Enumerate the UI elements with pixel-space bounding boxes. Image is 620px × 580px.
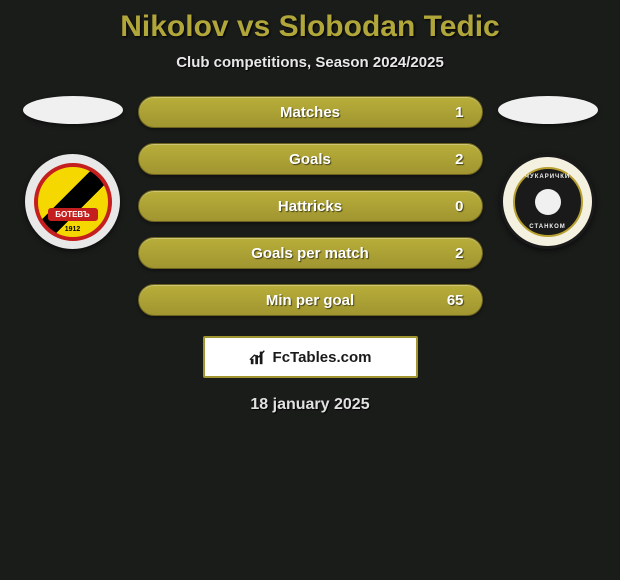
stat-row-gpm: Goals per match 2 xyxy=(138,237,483,269)
left-flag-oval xyxy=(23,96,123,124)
left-column: БОТЕВЪ 1912 xyxy=(18,96,128,249)
stat-value: 1 xyxy=(434,104,464,121)
left-badge-inner: БОТЕВЪ 1912 xyxy=(34,163,112,241)
stat-value: 65 xyxy=(434,292,464,309)
stat-label: Matches xyxy=(157,104,464,121)
right-flag-oval xyxy=(498,96,598,124)
stat-value: 2 xyxy=(434,245,464,262)
stat-value: 2 xyxy=(434,151,464,168)
comparison-card: Nikolov vs Slobodan Tedic Club competiti… xyxy=(0,0,620,414)
stat-label: Goals per match xyxy=(157,245,464,262)
right-club-text-top: ЧУКАРИЧКИ xyxy=(525,174,570,180)
stat-row-goals: Goals 2 xyxy=(138,143,483,175)
right-club-badge: ЧУКАРИЧКИ СТАНКОМ xyxy=(500,154,595,249)
stat-value: 0 xyxy=(434,198,464,215)
brand-box[interactable]: FcTables.com xyxy=(203,336,418,378)
chart-icon xyxy=(249,348,267,366)
date-text: 18 january 2025 xyxy=(0,396,620,414)
stat-label: Goals xyxy=(157,151,464,168)
stat-row-hattricks: Hattricks 0 xyxy=(138,190,483,222)
left-club-year: 1912 xyxy=(65,226,81,233)
right-column: ЧУКАРИЧКИ СТАНКОМ xyxy=(493,96,603,249)
brand-text: FcTables.com xyxy=(273,349,372,366)
stat-row-matches: Matches 1 xyxy=(138,96,483,128)
stat-label: Hattricks xyxy=(157,198,464,215)
right-badge-inner: ЧУКАРИЧКИ СТАНКОМ xyxy=(513,167,583,237)
stat-row-mpg: Min per goal 65 xyxy=(138,284,483,316)
stats-column: Matches 1 Goals 2 Hattricks 0 Goals per … xyxy=(138,96,483,316)
right-club-text-bottom: СТАНКОМ xyxy=(529,224,565,230)
subtitle: Club competitions, Season 2024/2025 xyxy=(0,54,620,71)
left-club-badge: БОТЕВЪ 1912 xyxy=(25,154,120,249)
page-title: Nikolov vs Slobodan Tedic xyxy=(0,10,620,44)
right-badge-center xyxy=(535,189,561,215)
stat-label: Min per goal xyxy=(157,292,464,309)
left-club-name: БОТЕВЪ xyxy=(48,208,98,221)
content-row: БОТЕВЪ 1912 Matches 1 Goals 2 Hattricks … xyxy=(0,96,620,316)
